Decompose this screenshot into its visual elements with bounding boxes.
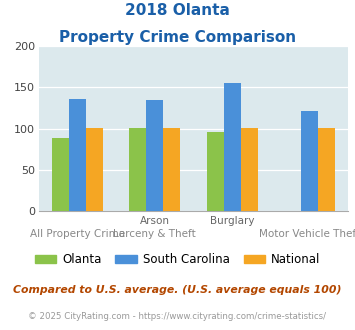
Text: Larceny & Theft: Larceny & Theft xyxy=(114,229,196,239)
Bar xyxy=(86,128,103,211)
Text: Arson: Arson xyxy=(140,216,170,226)
Legend: Olanta, South Carolina, National: Olanta, South Carolina, National xyxy=(30,248,325,271)
Bar xyxy=(69,99,86,211)
Bar xyxy=(301,111,318,211)
Text: Burglary: Burglary xyxy=(210,216,254,226)
Bar xyxy=(224,83,241,211)
Text: Property Crime Comparison: Property Crime Comparison xyxy=(59,30,296,45)
Text: 2018 Olanta: 2018 Olanta xyxy=(125,3,230,18)
Text: All Property Crime: All Property Crime xyxy=(30,229,125,239)
Bar xyxy=(241,128,258,211)
Bar xyxy=(129,128,146,211)
Text: © 2025 CityRating.com - https://www.cityrating.com/crime-statistics/: © 2025 CityRating.com - https://www.city… xyxy=(28,312,327,321)
Bar xyxy=(207,132,224,211)
Bar xyxy=(163,128,180,211)
Bar xyxy=(146,100,163,211)
Text: Motor Vehicle Theft: Motor Vehicle Theft xyxy=(259,229,355,239)
Text: Compared to U.S. average. (U.S. average equals 100): Compared to U.S. average. (U.S. average … xyxy=(13,285,342,295)
Bar xyxy=(52,138,69,211)
Bar xyxy=(318,128,335,211)
